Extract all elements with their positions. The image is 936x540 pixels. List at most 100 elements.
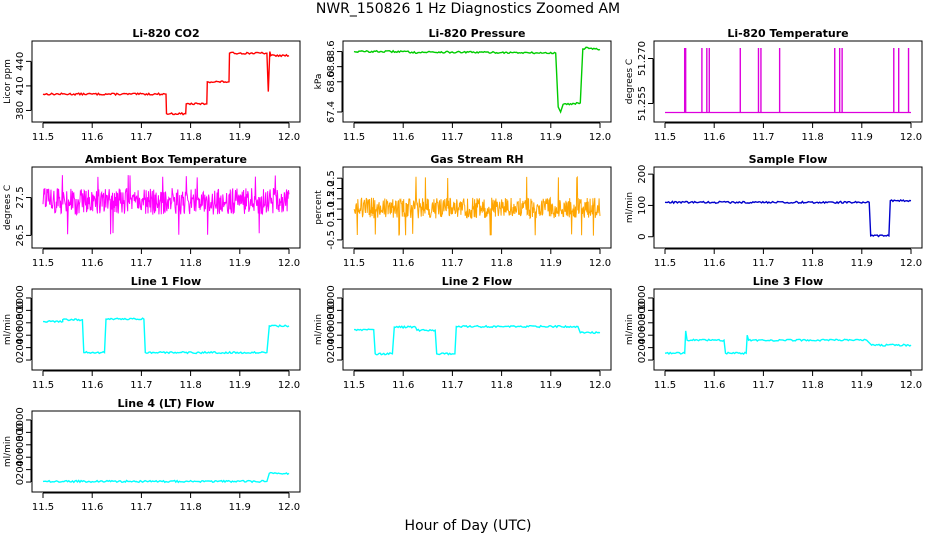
x-tick-label: 12.0 bbox=[589, 380, 611, 391]
y-tick-label: 1.5 bbox=[326, 191, 337, 207]
x-tick-label: 11.7 bbox=[130, 502, 152, 513]
y-tick-label: 800 bbox=[326, 301, 337, 320]
x-tick-label: 11.5 bbox=[32, 380, 54, 391]
y-tick-label: -0.5 bbox=[326, 230, 337, 250]
x-tick-label: 12.0 bbox=[900, 258, 922, 269]
y-axis-label: Licor ppm bbox=[3, 59, 13, 104]
x-tick-label: 11.7 bbox=[441, 258, 463, 269]
x-tick-label: 11.5 bbox=[343, 132, 365, 143]
panel-sample_flow: Sample Flow 11.5 11.6 11.7 11.8 11.9 12.0 0 100 2… bbox=[625, 153, 923, 269]
x-tick-label: 11.9 bbox=[229, 502, 251, 513]
y-tick-label: 800 bbox=[15, 301, 26, 320]
x-axis-label: Hour of Day (UTC) bbox=[404, 518, 532, 534]
plot-frame bbox=[31, 288, 301, 371]
x-tick-label: 11.7 bbox=[441, 380, 463, 391]
series-line bbox=[42, 471, 290, 484]
plot-frame bbox=[31, 410, 301, 493]
x-axis: 11.5 11.6 11.7 11.8 11.9 12.0 bbox=[343, 248, 611, 269]
y-tick-label: 400 bbox=[637, 326, 648, 345]
series-line bbox=[42, 51, 290, 116]
x-tick-label: 11.8 bbox=[179, 132, 201, 143]
y-tick-label: 800 bbox=[637, 301, 648, 320]
y-tick-label: 0 bbox=[637, 234, 648, 240]
panel-title: Line 4 (LT) Flow bbox=[118, 397, 215, 410]
x-axis: 11.5 11.6 11.7 11.8 11.9 12.0 bbox=[343, 122, 611, 143]
x-tick-label: 11.7 bbox=[130, 258, 152, 269]
plot-frame bbox=[342, 288, 612, 371]
x-axis: 11.5 11.6 11.7 11.8 11.9 12.0 bbox=[343, 370, 611, 391]
y-tick-label: 1000 bbox=[637, 285, 648, 310]
panel-title: Ambient Box Temperature bbox=[85, 153, 247, 166]
plot-frame bbox=[31, 166, 301, 249]
x-tick-label: 11.9 bbox=[851, 380, 873, 391]
y-tick-label: 0 bbox=[326, 357, 337, 363]
panel-rh: Gas Stream RH 11.5 11.6 11.7 11.8 11.9 12.0 -0.… bbox=[314, 153, 612, 269]
y-tick-label: 1000 bbox=[326, 285, 337, 310]
panel-line1: Line 1 Flow 11.5 11.6 11.7 11.8 11.9 12.0 02004… bbox=[3, 275, 301, 391]
y-tick-label: 2.5 bbox=[326, 170, 337, 186]
y-axis: 67.4 68.068.368.6 bbox=[326, 40, 343, 123]
y-tick-label: 51.270 bbox=[637, 41, 648, 76]
panel-title: Line 1 Flow bbox=[131, 275, 201, 288]
x-tick-label: 12.0 bbox=[278, 502, 300, 513]
series-group bbox=[42, 51, 290, 116]
y-tick-label: 440 bbox=[15, 52, 26, 71]
y-axis-label: degrees C bbox=[3, 185, 13, 230]
panel-pressure: Li-820 Pressure 11.5 11.6 11.7 11.8 11.9 12.0 6… bbox=[314, 27, 612, 143]
x-tick-label: 11.8 bbox=[490, 132, 512, 143]
x-tick-label: 11.6 bbox=[703, 258, 725, 269]
x-tick-label: 11.5 bbox=[343, 258, 365, 269]
series-line bbox=[353, 46, 601, 114]
y-axis-label: ml/min bbox=[625, 314, 635, 345]
y-tick-label: 1000 bbox=[15, 407, 26, 432]
panel-title: Gas Stream RH bbox=[430, 153, 523, 166]
panel-title: Li-820 CO2 bbox=[132, 27, 199, 40]
page-title: NWR_150826 1 Hz Diagnostics Zoomed AM bbox=[315, 1, 621, 17]
series-group bbox=[42, 471, 290, 484]
y-axis: 0 100 200 bbox=[637, 165, 654, 240]
x-tick-label: 12.0 bbox=[589, 132, 611, 143]
y-tick-label: 800 bbox=[15, 423, 26, 442]
x-tick-label: 11.8 bbox=[179, 380, 201, 391]
x-axis: 11.5 11.6 11.7 11.8 11.9 12.0 bbox=[654, 370, 922, 391]
y-tick-label: 100 bbox=[637, 196, 648, 215]
y-tick-label: 380 bbox=[15, 101, 26, 120]
panel-title: Sample Flow bbox=[749, 153, 828, 166]
x-tick-label: 11.8 bbox=[490, 258, 512, 269]
series-line bbox=[43, 317, 290, 355]
x-tick-label: 11.8 bbox=[179, 258, 201, 269]
x-tick-label: 11.5 bbox=[32, 502, 54, 513]
x-tick-label: 11.7 bbox=[130, 132, 152, 143]
x-tick-label: 11.5 bbox=[32, 258, 54, 269]
x-tick-label: 11.5 bbox=[32, 132, 54, 143]
y-axis-label: ml/min bbox=[314, 314, 324, 345]
x-tick-label: 11.6 bbox=[81, 380, 103, 391]
series-group bbox=[353, 46, 601, 114]
panel-title: Li-820 Pressure bbox=[429, 27, 526, 40]
y-axis-label: ml/min bbox=[3, 314, 13, 345]
y-axis: -0.5 0.51.01.52.02.5 bbox=[326, 170, 343, 250]
y-axis-label: ml/min bbox=[625, 192, 635, 223]
x-tick-label: 12.0 bbox=[278, 258, 300, 269]
series-group bbox=[664, 330, 912, 356]
x-axis: 11.5 11.6 11.7 11.8 11.9 12.0 bbox=[654, 248, 922, 269]
x-tick-label: 11.5 bbox=[343, 380, 365, 391]
plot-frame bbox=[342, 40, 612, 123]
y-tick-label: 600 bbox=[326, 313, 337, 332]
y-tick-label: 1.0 bbox=[326, 201, 337, 217]
y-tick-label: 410 bbox=[15, 76, 26, 95]
x-tick-label: 12.0 bbox=[900, 380, 922, 391]
y-tick-label: 0 bbox=[15, 357, 26, 363]
y-tick-label: 27.5 bbox=[15, 186, 26, 208]
x-tick-label: 11.8 bbox=[179, 502, 201, 513]
x-tick-label: 11.9 bbox=[851, 132, 873, 143]
y-tick-label: 1000 bbox=[15, 285, 26, 310]
series-group bbox=[43, 317, 290, 355]
y-tick-label: 0.5 bbox=[326, 211, 337, 227]
y-axis: 51.255 51.270 bbox=[637, 41, 654, 121]
x-tick-label: 11.6 bbox=[81, 132, 103, 143]
y-axis: 380 410 440 bbox=[15, 52, 32, 120]
x-tick-label: 11.7 bbox=[752, 132, 774, 143]
